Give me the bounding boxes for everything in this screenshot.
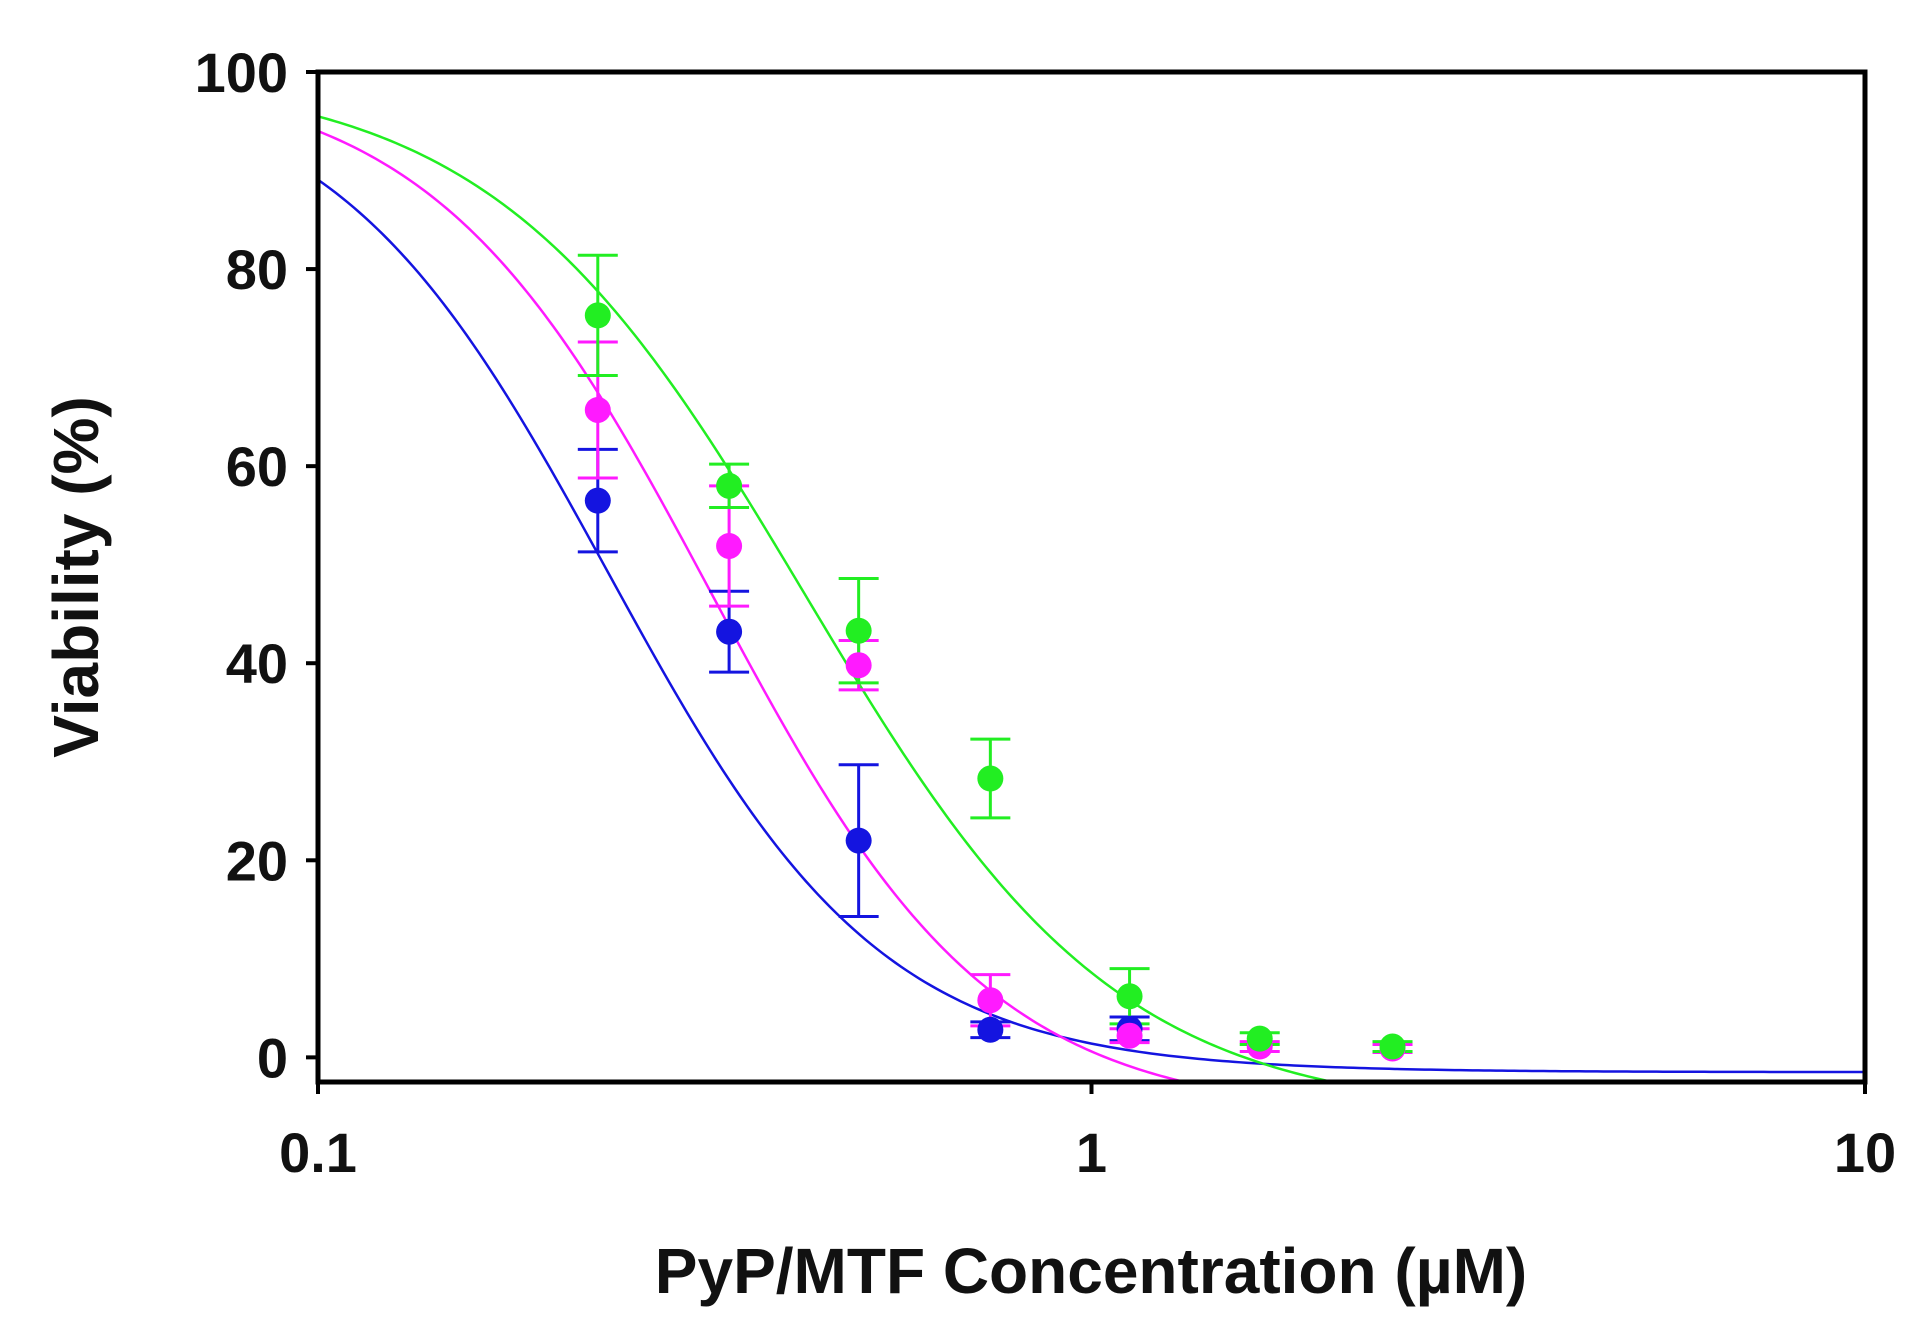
- x-tick-label: 10: [1834, 1121, 1896, 1184]
- data-point-green: [1379, 1033, 1406, 1060]
- data-point-magenta: [845, 652, 872, 679]
- data-point-blue: [584, 487, 611, 514]
- data-point-green: [1246, 1025, 1273, 1052]
- data-point-magenta: [977, 987, 1004, 1014]
- x-tick-label: 0.1: [279, 1121, 357, 1184]
- y-tick-label: 20: [226, 829, 288, 892]
- data-point-blue: [845, 827, 872, 854]
- data-point-magenta: [1116, 1022, 1143, 1049]
- data-point-green: [977, 765, 1004, 792]
- data-point-magenta: [584, 396, 611, 423]
- y-axis-title: Viability (%): [40, 396, 112, 758]
- data-point-magenta: [716, 532, 743, 559]
- data-point-blue: [977, 1016, 1004, 1043]
- y-axis-ticks: 0 20 40 60 80 100: [195, 41, 318, 1089]
- y-tick-label: 0: [257, 1026, 288, 1089]
- fit-curve-green: [317, 115, 1438, 1084]
- y-tick-label: 60: [226, 435, 288, 498]
- y-tick-label: 80: [226, 238, 288, 301]
- x-tick-label: 1: [1076, 1121, 1107, 1184]
- x-axis-title: PyP/MTF Concentration (µM): [655, 1235, 1527, 1307]
- data-point-green: [1116, 983, 1143, 1010]
- fit-curve-blue: [317, 178, 1865, 1074]
- y-tick-label: 100: [195, 41, 288, 104]
- data-points: [584, 302, 1406, 1062]
- data-point-green: [584, 302, 611, 329]
- data-point-blue: [716, 618, 743, 645]
- data-point-green: [845, 617, 872, 644]
- y-tick-label: 40: [226, 632, 288, 695]
- x-axis-ticks: 0.1 1 10: [279, 1082, 1896, 1184]
- data-point-green: [716, 472, 743, 499]
